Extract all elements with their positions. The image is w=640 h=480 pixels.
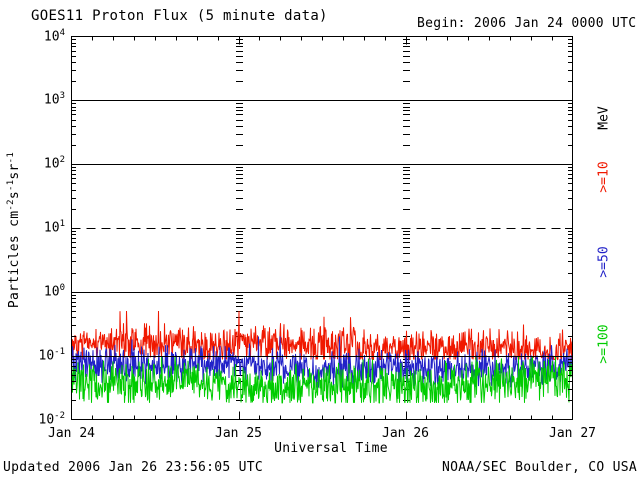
begin-timestamp: Begin: 2006 Jan 24 0000 UTC	[417, 16, 637, 31]
x-tick-label: Jan 25	[215, 426, 262, 441]
series-100mev	[71, 356, 573, 404]
y-tick-label: 100	[43, 282, 65, 300]
credit-text: NOAA/SEC Boulder, CO USA	[441, 460, 637, 475]
series-10mev	[71, 310, 573, 361]
legend-label-50mev: >=50	[596, 246, 612, 278]
updated-timestamp: Updated 2006 Jan 26 23:56:05 UTC	[3, 460, 264, 475]
right-axis-title: MeV	[596, 106, 612, 130]
y-tick-label: 103	[43, 91, 65, 108]
y-tick-label: 10-1	[38, 346, 66, 363]
x-axis-title: Universal Time	[274, 441, 388, 456]
y-tick-label: 104	[43, 27, 65, 44]
legend-label-10mev: >=10	[596, 161, 612, 193]
legend-label-100mev: >=100	[596, 324, 612, 364]
y-tick-label: 10-2	[38, 410, 66, 427]
x-tick-label: Jan 26	[382, 426, 429, 441]
x-tick-label: Jan 24	[48, 426, 95, 441]
chart-title: GOES11 Proton Flux (5 minute data)	[31, 8, 328, 24]
y-axis-title: Particles cm-2s-1sr-1	[5, 151, 23, 309]
y-tick-label: 102	[43, 155, 65, 172]
x-tick-label: Jan 27	[549, 426, 596, 441]
y-tick-label: 101	[43, 219, 65, 236]
